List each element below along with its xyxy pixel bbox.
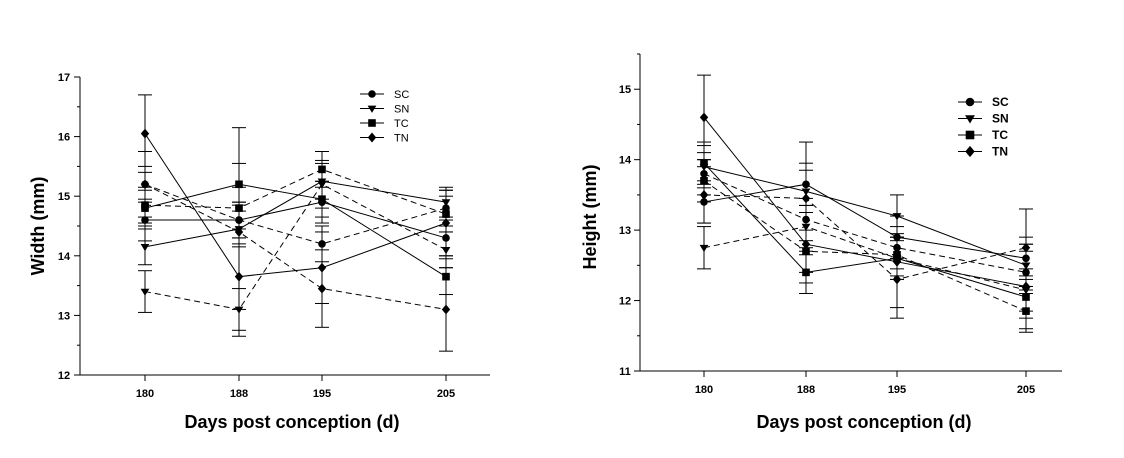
legend-label: TC: [394, 118, 409, 130]
x-tick-label: 188: [797, 384, 815, 396]
series-line: [144, 183, 447, 310]
series-circle-dashed: [138, 165, 453, 263]
x-tick-label: 188: [230, 388, 248, 400]
data-point: [234, 227, 244, 237]
data-point: [1021, 242, 1031, 253]
legend-label: SC: [394, 89, 409, 101]
data-point: [441, 304, 451, 315]
x-tick-label: 180: [136, 388, 154, 400]
legend-marker: [367, 105, 377, 113]
data-point: [140, 179, 150, 190]
data-point: [318, 195, 326, 203]
data-point: [318, 165, 326, 174]
legend-marker: [965, 115, 975, 124]
x-axis-title: Days post conception (d): [756, 412, 971, 432]
data-point: [699, 112, 709, 123]
y-tick-label: 11: [619, 366, 631, 378]
y-tick-label: 15: [58, 191, 70, 203]
series-line: [703, 117, 1027, 287]
series-diamond-dashed: [697, 141, 1033, 319]
series-circle-dashed: [697, 152, 1033, 295]
series-square-dashed: [697, 159, 1033, 333]
x-tick-label: 195: [313, 388, 331, 400]
data-point: [441, 218, 451, 228]
data-point: [140, 288, 150, 296]
y-tick-label: 15: [619, 84, 631, 96]
legend-marker: [965, 130, 975, 140]
legend-marker: [965, 97, 975, 107]
legend-label: SN: [992, 112, 1009, 126]
legend-label: TN: [394, 133, 409, 145]
x-tick-label: 205: [437, 388, 455, 400]
series-line: [703, 194, 1027, 280]
series-line: [144, 133, 447, 278]
chart-height: 11 12 13 14 15 180 188 195 205 Days post concepti…: [580, 53, 1062, 432]
legend-label: TC: [992, 128, 1008, 142]
y-axis-title: Width (mm): [28, 177, 48, 276]
series-line: [144, 183, 447, 245]
legend-label: SC: [992, 95, 1009, 109]
series-triangle-down-solid: [138, 162, 453, 266]
y-tick-label: 13: [58, 310, 70, 322]
y-tick-label: 12: [58, 370, 70, 382]
legend-marker: [965, 145, 975, 158]
series-triangle-down-dashed: [138, 159, 453, 331]
series-line: [145, 201, 447, 239]
chart-width: 12 13 14 15 16 17 180 188 195 205 Days post concep…: [28, 72, 490, 432]
y-tick-label: 13: [619, 225, 631, 237]
data-point: [801, 193, 811, 204]
x-tick-label: 205: [1017, 384, 1035, 396]
data-point: [140, 128, 150, 139]
legend-marker: [367, 132, 377, 143]
y-tick-label: 14: [58, 251, 71, 263]
series-square-solid: [697, 141, 1033, 319]
series-triangle-down-solid: [697, 145, 1033, 287]
series-line: [144, 180, 447, 248]
x-tick-label: 195: [888, 384, 906, 396]
x-axis-title: Days post conception (d): [184, 412, 399, 432]
legend-label: TN: [992, 145, 1008, 159]
data-point: [892, 274, 902, 285]
data-point: [699, 244, 709, 253]
legend-label: SN: [394, 104, 409, 116]
data-point: [140, 244, 150, 252]
series-line: [703, 166, 1027, 266]
series-line: [703, 226, 1027, 291]
series-line: [144, 168, 447, 215]
legend: SC SN TC TN: [360, 89, 409, 145]
series-line: [703, 162, 1027, 298]
data-point: [699, 189, 709, 200]
series-circle-solid: [697, 162, 1033, 280]
series-line: [703, 180, 1027, 312]
y-tick-label: 12: [619, 296, 631, 308]
series-circle-solid: [138, 180, 453, 257]
y-axis-title: Height (mm): [580, 165, 600, 270]
y-tick-label: 16: [58, 132, 70, 144]
series-line: [703, 183, 1027, 259]
y-tick-label: 14: [619, 155, 632, 167]
series-diamond-solid: [697, 74, 1033, 330]
data-point: [317, 283, 327, 294]
series-line: [703, 173, 1027, 273]
x-tick-label: 180: [695, 384, 713, 396]
y-tick-label: 17: [58, 72, 70, 84]
legend-marker: [368, 119, 376, 127]
series-diamond-dashed: [138, 127, 453, 352]
legend-marker: [368, 90, 376, 98]
series-line: [144, 183, 447, 278]
legend: SC SN TC TN: [958, 95, 1009, 159]
series-line: [144, 183, 447, 310]
